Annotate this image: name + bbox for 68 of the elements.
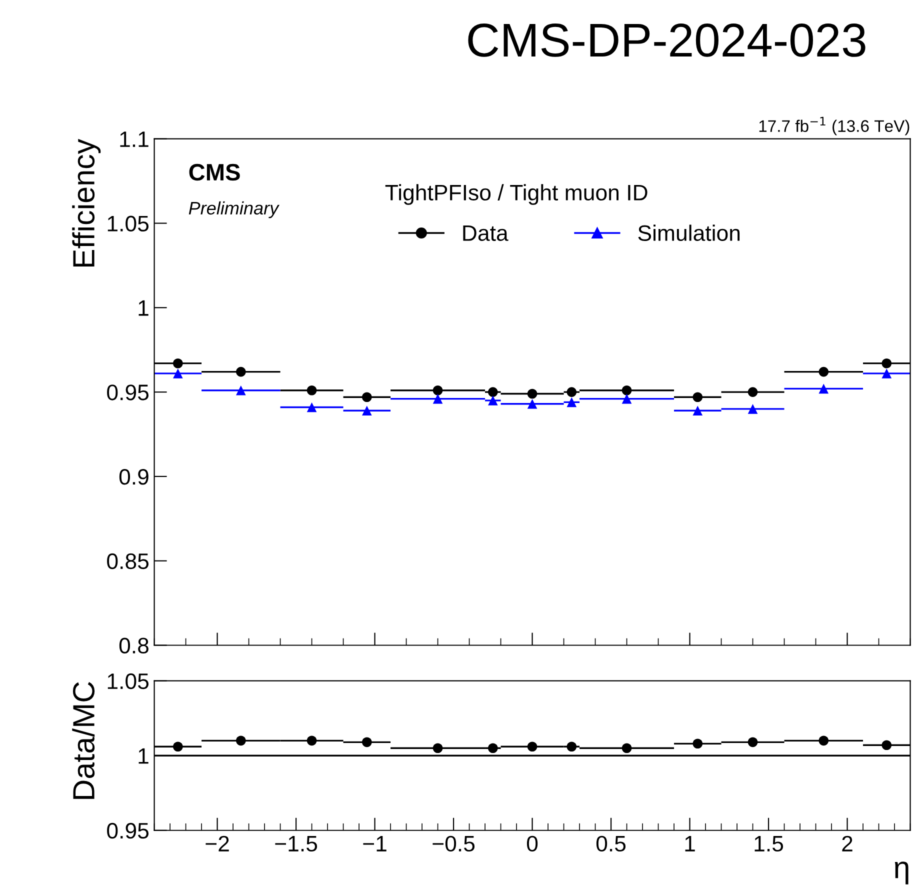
point (748, 404, 758, 414)
point (432, 394, 443, 404)
y-tick-label: 0.95 (107, 384, 149, 400)
point (566, 742, 577, 752)
point (173, 368, 183, 378)
point (488, 396, 498, 406)
x-tick-label: −1.5 (275, 836, 318, 852)
point (622, 385, 632, 396)
point (432, 743, 443, 754)
x-tick-label: 1 (685, 836, 695, 852)
text: 17.7 fb$^{−1}$ (13.6 TeV) (759, 116, 910, 136)
point (362, 406, 372, 416)
x-tick-label: 2 (842, 836, 852, 852)
y-axis-title: Efficiency (72, 138, 101, 267)
annotation: TightPFIso / Tight muon ID (385, 184, 648, 205)
point (748, 387, 758, 397)
point (236, 736, 246, 746)
y-tick-label: 0.9 (119, 468, 148, 485)
point (882, 368, 892, 378)
x-tick-label: 0 (526, 836, 538, 852)
legend-label: Simulation (638, 224, 740, 241)
chart-title: CMS-DP-2024-023 (468, 23, 866, 57)
y-tick-label: 1.05 (108, 216, 149, 232)
point (432, 385, 443, 396)
point (488, 387, 498, 397)
y-tick-label: 1 (138, 300, 148, 316)
point (527, 398, 538, 409)
annotation: Preliminary (188, 201, 280, 218)
point (527, 742, 538, 752)
y-tick-label: 0.95 (107, 822, 149, 839)
point (306, 402, 317, 412)
point (692, 738, 703, 749)
x-tick-label: 0.5 (596, 836, 626, 852)
point (362, 737, 372, 748)
point (566, 397, 577, 408)
point (527, 388, 538, 399)
y-tick-label: 0.8 (119, 638, 148, 654)
point (818, 366, 829, 377)
point (818, 384, 829, 394)
x-tick-label: −2 (206, 836, 229, 852)
x-axis-title: η (894, 862, 908, 884)
y-tick-label: 0.85 (107, 553, 149, 570)
point (173, 358, 183, 368)
y-tick-label: 1.05 (108, 673, 149, 690)
y-axis-title: Data/MC (72, 682, 95, 799)
point (306, 736, 317, 746)
y-tick-label: 1 (138, 748, 148, 764)
x-tick-label: −1 (363, 836, 386, 852)
point (306, 385, 317, 396)
point (173, 742, 183, 752)
x-tick-label: −0.5 (432, 836, 475, 852)
point (566, 387, 577, 397)
point (818, 736, 829, 746)
point (882, 358, 892, 368)
point (692, 406, 703, 416)
point (362, 392, 372, 402)
point (622, 743, 632, 754)
point (488, 743, 498, 754)
point (748, 737, 758, 748)
point (882, 740, 892, 750)
x-tick-label: 1.5 (754, 836, 784, 852)
point (622, 394, 632, 404)
legend-label: Data (463, 225, 508, 241)
point (236, 366, 246, 377)
annotation: CMS (189, 164, 240, 181)
y-tick-label: 1.1 (120, 132, 148, 147)
point (236, 385, 246, 396)
point (692, 392, 703, 402)
